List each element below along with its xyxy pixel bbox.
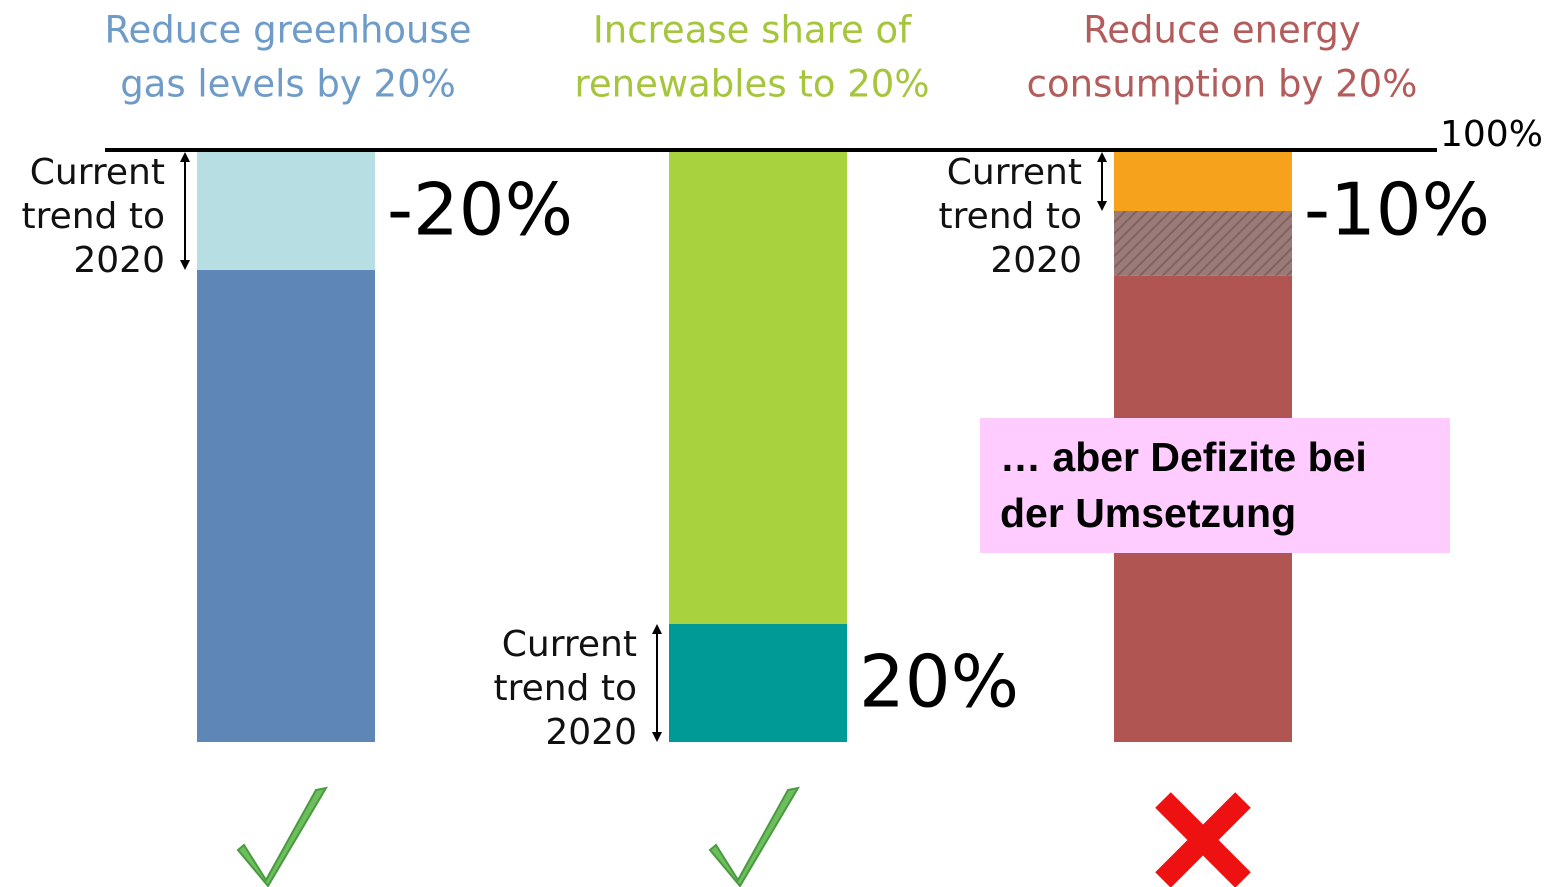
callout-box (980, 418, 1450, 553)
trend-label: Current (30, 152, 165, 193)
check-icon (708, 786, 801, 887)
trend-label: 2020 (545, 712, 637, 753)
trend-label: 2020 (73, 240, 165, 281)
annotation: 20% (859, 640, 1019, 724)
trend-label: Current (502, 624, 637, 665)
callout-text: der Umsetzung (1000, 490, 1296, 536)
trend-label: trend to (938, 196, 1082, 237)
bar-title: Reduce greenhouse (104, 9, 471, 52)
bar-title: Reduce energy (1083, 9, 1361, 52)
bar-segment (669, 152, 847, 624)
annotation: -20% (387, 168, 573, 252)
bar-segment (197, 152, 375, 270)
trend-label: 2020 (990, 240, 1082, 281)
bar-title: consumption by 20% (1027, 63, 1418, 106)
bar-title: Increase share of (593, 9, 912, 52)
bar-segment (1114, 211, 1292, 276)
trend-label: trend to (21, 196, 165, 237)
bar-segment (669, 624, 847, 742)
annotation: -10% (1304, 168, 1490, 252)
bar-segment (197, 270, 375, 742)
callout-text: … aber Defizite bei (1000, 434, 1367, 480)
bar-segment (1114, 152, 1292, 211)
bar-title: renewables to 20% (574, 63, 929, 106)
trend-label: trend to (493, 668, 637, 709)
cross-icon (1155, 792, 1251, 887)
check-icon (236, 786, 329, 887)
trend-label: Current (947, 152, 1082, 193)
bar-title: gas levels by 20% (120, 63, 456, 106)
y-tick-label: 100% (1440, 114, 1543, 155)
